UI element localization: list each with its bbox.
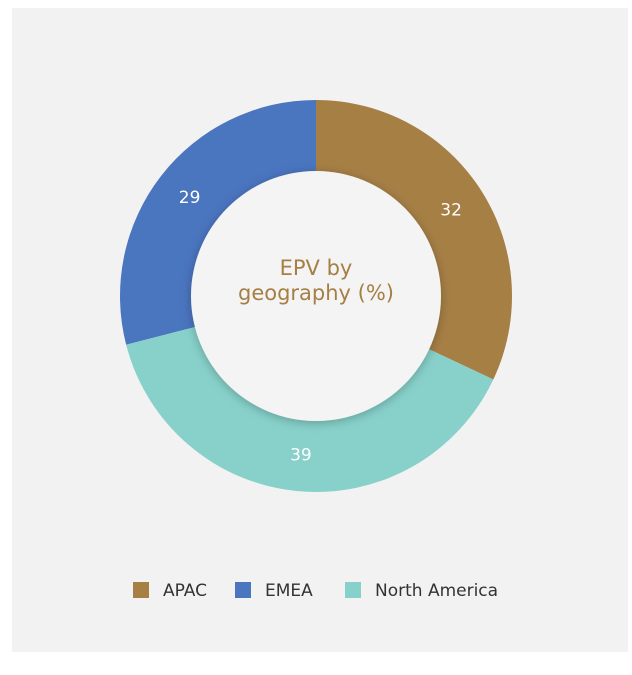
legend-label: EMEA — [265, 581, 313, 601]
data-label: 39 — [290, 445, 312, 465]
legend-label: North America — [375, 581, 498, 601]
legend-swatch — [235, 582, 251, 598]
legend-label: APAC — [163, 581, 207, 601]
donut-hole — [191, 171, 441, 421]
chart-title: EPV by geography (%) — [237, 256, 394, 305]
legend-swatch — [133, 582, 149, 598]
legend-swatch — [345, 582, 361, 598]
data-label: 29 — [179, 188, 201, 208]
data-label: 32 — [440, 200, 462, 220]
